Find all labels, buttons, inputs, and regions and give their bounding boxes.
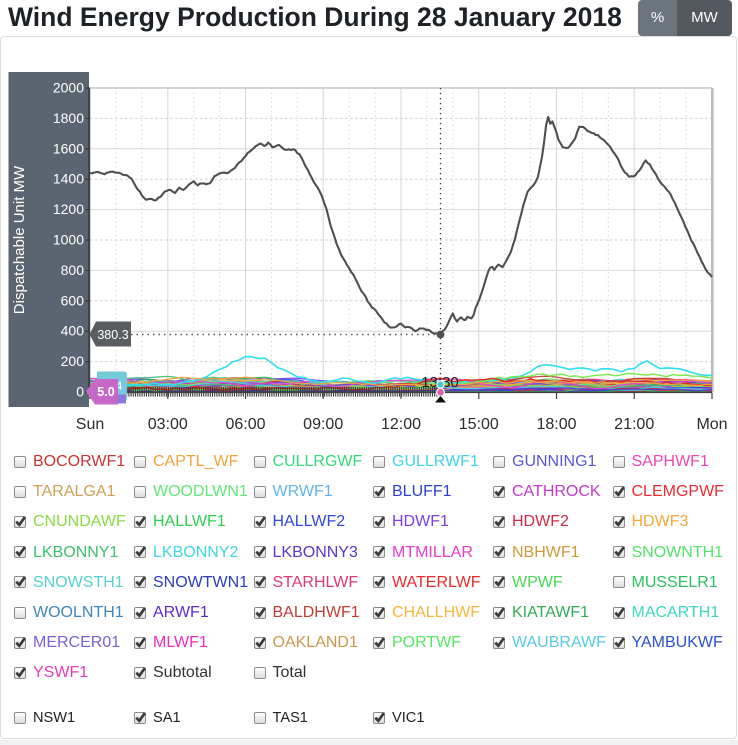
svg-text:200: 200 xyxy=(61,353,85,369)
svg-text:1200: 1200 xyxy=(53,201,84,217)
svg-text:1600: 1600 xyxy=(53,140,84,156)
svg-text:380.3: 380.3 xyxy=(97,328,128,342)
svg-text:18:00: 18:00 xyxy=(536,416,576,433)
svg-text:1800: 1800 xyxy=(53,110,84,126)
svg-text:Sun: Sun xyxy=(76,416,104,433)
svg-text:Mon: Mon xyxy=(696,416,727,433)
svg-text:2000: 2000 xyxy=(53,80,84,96)
svg-text:600: 600 xyxy=(61,292,85,308)
svg-text:09:00: 09:00 xyxy=(303,416,343,433)
svg-text:03:00: 03:00 xyxy=(148,416,188,433)
svg-text:4: 4 xyxy=(116,379,123,393)
svg-text:5.0: 5.0 xyxy=(97,385,114,399)
svg-text:12:00: 12:00 xyxy=(381,416,421,433)
svg-text:800: 800 xyxy=(61,262,85,278)
svg-text:06:00: 06:00 xyxy=(225,416,265,433)
svg-text:21:00: 21:00 xyxy=(614,416,654,433)
svg-text:15:00: 15:00 xyxy=(459,416,499,433)
svg-text:1400: 1400 xyxy=(53,171,84,187)
svg-text:0: 0 xyxy=(76,384,84,400)
svg-text:Dispatchable Unit MW: Dispatchable Unit MW xyxy=(11,165,28,314)
svg-text:1000: 1000 xyxy=(53,232,84,248)
svg-text:400: 400 xyxy=(61,323,85,339)
